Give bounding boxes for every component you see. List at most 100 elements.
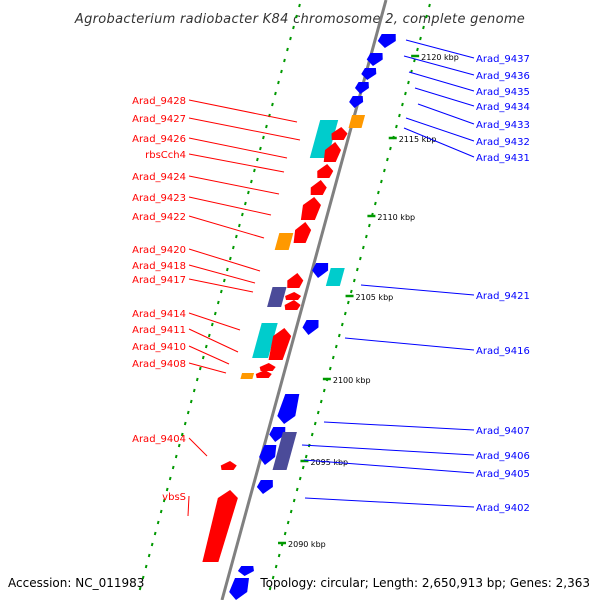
label-pointer: [188, 248, 261, 272]
scale-ticks: 2120 kbp 2115 kbp 2110 kbp 2105 kbp 2100 kbp…: [278, 53, 459, 549]
guide-dot: [289, 509, 293, 514]
accession-text: Accession: NC_011983: [8, 576, 144, 590]
guide-dot: [186, 410, 190, 415]
guide-dot: [201, 355, 205, 360]
guide-dot: [328, 366, 332, 371]
guide-dot: [259, 146, 262, 151]
label-pointer: [188, 137, 288, 159]
guide-dot: [283, 531, 287, 536]
guide-dot: [404, 91, 407, 96]
guide-dot: [401, 102, 404, 107]
guide-dot: [298, 3, 301, 8]
guide-dot: [289, 36, 292, 41]
guide-dot: [292, 25, 295, 30]
guide-dot: [138, 586, 142, 591]
label-pointer: [188, 312, 241, 331]
gene-label-right: Arad_9421: [476, 291, 530, 302]
gene-feature: [285, 292, 302, 300]
gene-label-left: Arad_9404: [132, 434, 186, 445]
guide-dot: [171, 465, 175, 470]
guide-dot: [228, 256, 232, 261]
guide-dot: [156, 520, 160, 525]
label-pointer: [303, 459, 475, 474]
map-title: Agrobacterium radiobacter K84 chromosome…: [74, 12, 525, 27]
guide-dot: [331, 355, 335, 360]
gene-label-left: Arad_9410: [132, 342, 186, 353]
guide-dot: [313, 421, 317, 426]
gene-feature: [323, 142, 341, 162]
guide-dot: [428, 3, 431, 8]
left-gene-labels: Arad_9428 Arad_9427 Arad_9426 rbsCch4 Arad_9…: [132, 96, 301, 517]
guide-dot: [395, 124, 398, 129]
guide-dot: [265, 124, 268, 129]
label-pointer: [188, 99, 298, 123]
guide-dot: [207, 333, 211, 338]
label-pointer: [408, 71, 475, 92]
gene-feature: [309, 120, 339, 158]
guide-dot: [352, 278, 356, 283]
guide-dot: [250, 179, 253, 184]
gene-label-left: Arad_9427: [132, 114, 186, 125]
gene-feature: [287, 273, 304, 288]
gene-feature: [229, 578, 250, 600]
label-pointer: [188, 437, 208, 457]
guide-dot: [180, 432, 184, 437]
guide-dot: [310, 432, 314, 437]
gene-label-right: Arad_9416: [476, 346, 530, 357]
guide-dot: [141, 575, 145, 580]
gene-label-left: Arad_9420: [132, 245, 186, 256]
gene-label-right: Arad_9436: [476, 71, 530, 82]
scale-tick-label: 2115 kbp: [399, 135, 437, 144]
guide-dot: [340, 322, 344, 327]
scale-tick-label: 2105 kbp: [356, 293, 394, 302]
guide-dot: [292, 498, 296, 503]
guide-dot: [168, 476, 172, 481]
guide-dot: [319, 399, 323, 404]
gene-label-left: Arad_9414: [132, 309, 186, 320]
gene-feature: [220, 461, 237, 470]
label-pointer: [405, 39, 475, 59]
guide-dot: [231, 245, 235, 250]
gene-label-left: Arad_9408: [132, 359, 186, 370]
guide-dot: [301, 465, 305, 470]
label-pointer: [417, 103, 475, 125]
guide-dot: [295, 487, 299, 492]
guide-dot: [283, 58, 286, 63]
gene-feature: [269, 427, 286, 442]
gene-feature: [310, 180, 327, 195]
guide-dot: [162, 498, 166, 503]
gene-feature: [325, 268, 345, 286]
label-pointer: [304, 497, 475, 508]
gene-feature: [268, 328, 292, 360]
label-pointer: [403, 127, 475, 158]
gene-feature: [366, 53, 383, 66]
label-pointer: [344, 337, 475, 351]
gene-label-right: Arad_9406: [476, 451, 530, 462]
gene-label-right: Arad_9435: [476, 87, 530, 98]
gene-label-right: Arad_9407: [476, 426, 530, 437]
gene-feature: [302, 320, 319, 335]
label-pointer: [301, 444, 475, 456]
guide-dot: [277, 80, 280, 85]
guide-dot: [274, 91, 277, 96]
guide-dot: [210, 322, 214, 327]
gene-feature: [252, 323, 278, 358]
guide-dot: [165, 487, 169, 492]
gene-feature: [277, 394, 300, 424]
guide-dot: [361, 245, 365, 250]
label-pointer: [405, 117, 475, 142]
label-pointer: [188, 196, 272, 216]
gene-label-right: Arad_9434: [476, 102, 530, 113]
guide-dot: [349, 289, 353, 294]
gene-label-right: Arad_9433: [476, 120, 530, 131]
guide-dot: [262, 135, 265, 140]
guide-dot: [286, 47, 289, 52]
guide-dot: [222, 278, 226, 283]
scale-tick-label: 2090 kbp: [288, 540, 326, 549]
gene-feature: [317, 164, 334, 178]
label-pointer: [188, 362, 227, 374]
gene-feature: [377, 34, 396, 48]
guide-dot: [195, 377, 199, 382]
guide-dot: [177, 443, 181, 448]
